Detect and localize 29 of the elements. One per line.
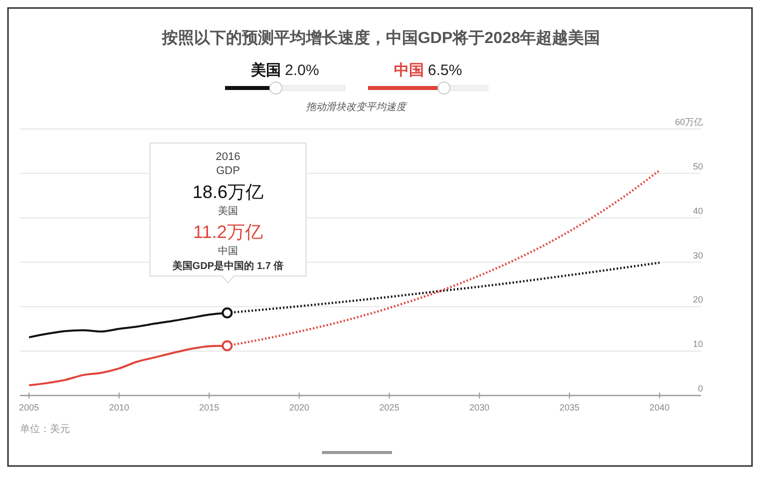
text: 拖动滑块改变平均速度 [306, 101, 408, 113]
text: 美国 [250, 61, 281, 79]
x-tick-label: 2025 [379, 402, 400, 412]
x-tick-label: 2015 [199, 402, 220, 412]
x-tick-label: 2020 [289, 402, 310, 412]
annotation: 2016 [216, 151, 240, 163]
annotation: GDP [216, 165, 240, 177]
y-tick-label: 60万亿 [674, 117, 703, 127]
x-tick-label: 2030 [469, 402, 490, 412]
y-tick-label: 0 [698, 384, 703, 394]
text: 6.5% [428, 62, 462, 79]
text: 2.0% [284, 62, 320, 79]
x-tick-label: 2010 [109, 402, 130, 412]
y-tick-label: 30 [692, 250, 703, 260]
text: 单位：美元 [20, 423, 70, 435]
annotation: 美国GDP是中国的 1.7 倍 [171, 260, 284, 272]
annotation: 中国 [218, 245, 238, 257]
text: 中国 [394, 62, 424, 79]
annotation: 11.2万亿 [193, 222, 263, 242]
y-tick-label: 40 [692, 206, 703, 216]
annotation: 18.6万亿 [192, 182, 264, 202]
x-tick-label: 2005 [18, 402, 40, 412]
x-tick-label: 2035 [559, 402, 580, 412]
annotation: 美国 [218, 205, 238, 217]
x-tick-label: 2040 [650, 402, 670, 412]
chart-title: 按照以下的预测平均增长速度，中国GDP将于2028年超越美国 [160, 28, 600, 47]
y-tick-label: 10 [692, 339, 703, 350]
y-tick-label: 50 [692, 161, 703, 172]
y-tick-label: 20 [692, 294, 703, 305]
